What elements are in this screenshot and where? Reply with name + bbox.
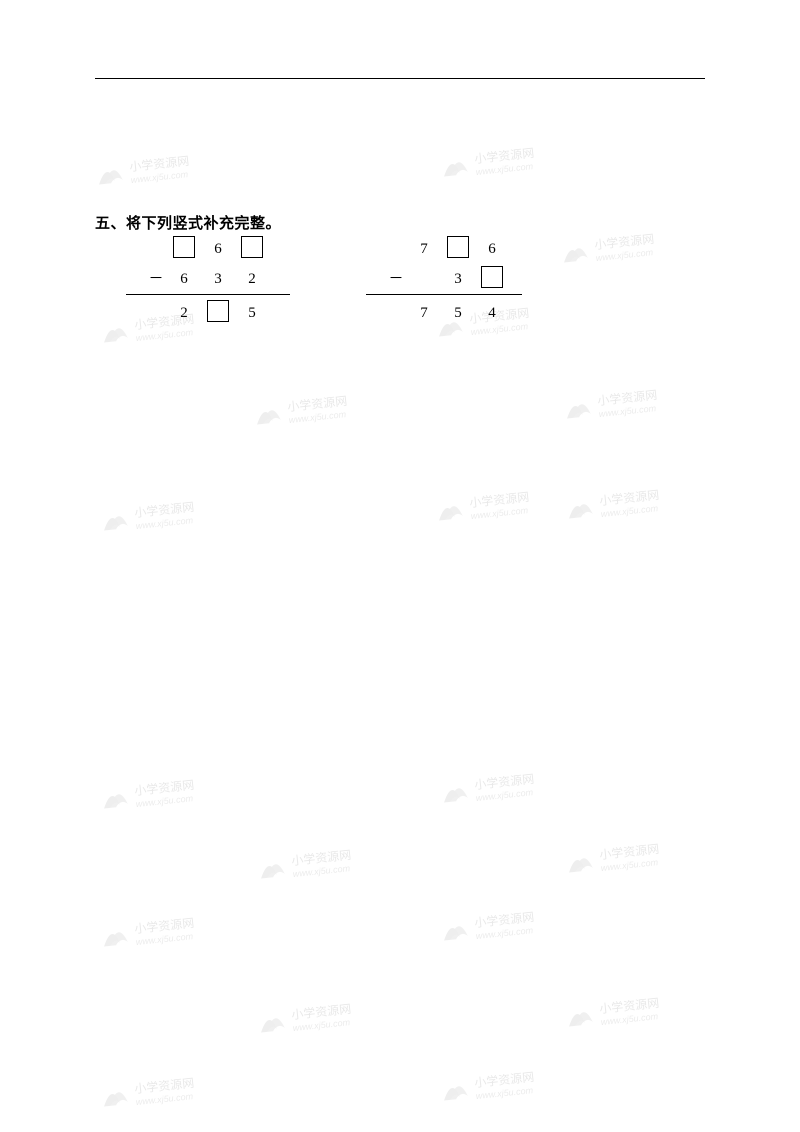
svg-text:小学资源网: 小学资源网	[134, 915, 195, 936]
svg-text:www.xj5u.com: www.xj5u.com	[292, 1017, 351, 1033]
digit: 5	[236, 298, 268, 328]
blank-box	[173, 236, 195, 258]
digit: 7	[408, 298, 440, 328]
svg-text:小学资源网: 小学资源网	[474, 1069, 535, 1090]
digit: 6	[476, 234, 508, 264]
page: 五、将下列竖式补充完整。 6 － 6 3 2 2 5 7 6 － 3	[0, 0, 800, 1132]
svg-text:小学资源网: 小学资源网	[287, 393, 348, 414]
watermark: 小学资源网www.xj5u.com	[95, 772, 235, 818]
digit: 6	[168, 264, 200, 294]
watermark: 小学资源网www.xj5u.com	[95, 910, 235, 956]
watermark: 小学资源网www.xj5u.com	[560, 836, 700, 882]
digit: 6	[202, 234, 234, 264]
svg-text:www.xj5u.com: www.xj5u.com	[288, 409, 347, 425]
watermark: 小学资源网www.xj5u.com	[430, 484, 570, 530]
svg-text:小学资源网: 小学资源网	[129, 153, 190, 174]
svg-text:www.xj5u.com: www.xj5u.com	[135, 793, 194, 809]
blank-box	[207, 300, 229, 322]
svg-text:www.xj5u.com: www.xj5u.com	[595, 247, 654, 263]
svg-text:小学资源网: 小学资源网	[597, 387, 658, 408]
svg-text:www.xj5u.com: www.xj5u.com	[470, 505, 529, 521]
svg-text:www.xj5u.com: www.xj5u.com	[598, 403, 657, 419]
svg-text:小学资源网: 小学资源网	[474, 909, 535, 930]
svg-text:www.xj5u.com: www.xj5u.com	[475, 1085, 534, 1101]
svg-text:www.xj5u.com: www.xj5u.com	[475, 161, 534, 177]
svg-text:小学资源网: 小学资源网	[134, 777, 195, 798]
svg-text:小学资源网: 小学资源网	[134, 1075, 195, 1096]
svg-text:www.xj5u.com: www.xj5u.com	[135, 515, 194, 531]
operator-minus: －	[380, 264, 412, 294]
svg-text:小学资源网: 小学资源网	[291, 847, 352, 868]
svg-text:www.xj5u.com: www.xj5u.com	[600, 1011, 659, 1027]
watermark: 小学资源网www.xj5u.com	[252, 996, 392, 1042]
section-heading: 五、将下列竖式补充完整。	[95, 212, 281, 233]
svg-text:www.xj5u.com: www.xj5u.com	[600, 503, 659, 519]
watermark: 小学资源网www.xj5u.com	[435, 766, 575, 812]
watermark: 小学资源网www.xj5u.com	[560, 990, 700, 1036]
header-rule	[95, 78, 705, 79]
svg-text:www.xj5u.com: www.xj5u.com	[600, 857, 659, 873]
digit: 3	[442, 264, 474, 294]
svg-text:小学资源网: 小学资源网	[474, 771, 535, 792]
svg-text:小学资源网: 小学资源网	[599, 487, 660, 508]
svg-text:小学资源网: 小学资源网	[134, 499, 195, 520]
blank-box	[447, 236, 469, 258]
equals-rule	[126, 294, 290, 295]
watermark: 小学资源网www.xj5u.com	[248, 388, 388, 434]
watermark: 小学资源网www.xj5u.com	[560, 482, 700, 528]
watermark: 小学资源网www.xj5u.com	[252, 842, 392, 888]
digit: 2	[236, 264, 268, 294]
watermark: 小学资源网www.xj5u.com	[95, 494, 235, 540]
watermark: 小学资源网www.xj5u.com	[435, 904, 575, 950]
svg-text:小学资源网: 小学资源网	[594, 231, 655, 252]
svg-text:小学资源网: 小学资源网	[474, 145, 535, 166]
svg-text:小学资源网: 小学资源网	[599, 995, 660, 1016]
watermark: 小学资源网www.xj5u.com	[435, 140, 575, 186]
svg-text:www.xj5u.com: www.xj5u.com	[475, 925, 534, 941]
svg-text:www.xj5u.com: www.xj5u.com	[130, 169, 189, 185]
svg-text:www.xj5u.com: www.xj5u.com	[135, 931, 194, 947]
watermark: 小学资源网www.xj5u.com	[555, 226, 695, 272]
svg-text:小学资源网: 小学资源网	[469, 489, 530, 510]
blank-box	[241, 236, 263, 258]
blank-box	[481, 266, 503, 288]
svg-text:www.xj5u.com: www.xj5u.com	[475, 787, 534, 803]
digit: 5	[442, 298, 474, 328]
watermark: 小学资源网www.xj5u.com	[95, 1070, 235, 1116]
watermark: 小学资源网www.xj5u.com	[558, 382, 698, 428]
svg-text:小学资源网: 小学资源网	[291, 1001, 352, 1022]
svg-text:www.xj5u.com: www.xj5u.com	[135, 327, 194, 343]
equals-rule	[366, 294, 522, 295]
watermark: 小学资源网www.xj5u.com	[435, 1064, 575, 1110]
digit: 4	[476, 298, 508, 328]
digit: 7	[408, 234, 440, 264]
svg-text:小学资源网: 小学资源网	[599, 841, 660, 862]
svg-text:www.xj5u.com: www.xj5u.com	[135, 1091, 194, 1107]
digit: 2	[168, 298, 200, 328]
watermark: 小学资源网www.xj5u.com	[90, 148, 230, 194]
svg-text:www.xj5u.com: www.xj5u.com	[292, 863, 351, 879]
digit: 3	[202, 264, 234, 294]
